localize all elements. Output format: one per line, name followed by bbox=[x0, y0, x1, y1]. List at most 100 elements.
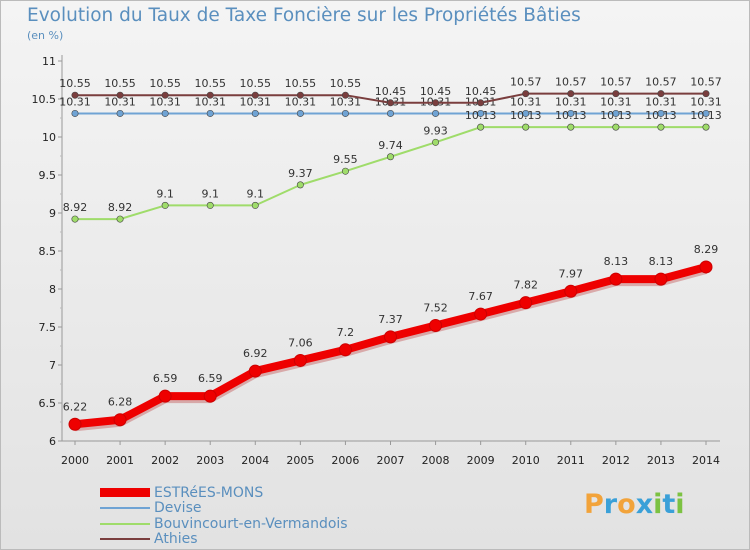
data-label: 10.31 bbox=[330, 95, 362, 108]
data-label: 9.1 bbox=[156, 187, 174, 200]
data-point bbox=[699, 260, 713, 274]
logo-letter: i bbox=[653, 489, 663, 520]
x-tick-label: 2005 bbox=[286, 454, 314, 467]
data-label: 9.1 bbox=[247, 187, 265, 200]
data-label: 10.31 bbox=[104, 95, 136, 108]
legend-label: ESTRéES-MONS bbox=[154, 484, 264, 501]
data-label: 10.57 bbox=[510, 76, 542, 89]
data-point bbox=[293, 353, 307, 367]
data-label: 10.13 bbox=[510, 109, 542, 122]
data-point bbox=[68, 417, 82, 431]
data-label: 9.1 bbox=[201, 187, 219, 200]
data-label: 7.82 bbox=[513, 279, 538, 292]
x-tick-label: 2000 bbox=[61, 454, 89, 467]
y-tick-label: 8 bbox=[49, 283, 56, 296]
data-label: 10.45 bbox=[465, 85, 497, 98]
data-label: 10.57 bbox=[600, 76, 632, 89]
x-tick-label: 2003 bbox=[196, 454, 224, 467]
data-label: 10.31 bbox=[59, 95, 91, 108]
data-point bbox=[116, 109, 124, 117]
logo-letter: t bbox=[662, 489, 676, 520]
data-point bbox=[113, 413, 127, 427]
data-label: 9.74 bbox=[378, 139, 403, 152]
data-point bbox=[296, 109, 304, 117]
data-label: 10.55 bbox=[149, 77, 181, 90]
y-tick-label: 6.5 bbox=[39, 397, 57, 410]
data-label: 10.55 bbox=[194, 77, 226, 90]
data-point bbox=[432, 109, 440, 117]
data-label: 6.28 bbox=[108, 396, 133, 409]
data-point bbox=[612, 109, 620, 117]
y-tick-label: 11 bbox=[42, 55, 56, 68]
data-point bbox=[612, 123, 620, 131]
data-point bbox=[203, 389, 217, 403]
data-label: 10.13 bbox=[645, 109, 677, 122]
legend-item: Athies bbox=[100, 531, 198, 547]
data-point bbox=[477, 109, 485, 117]
logo-letter: P bbox=[584, 489, 604, 520]
data-point bbox=[341, 91, 349, 99]
data-label: 7.06 bbox=[288, 336, 313, 349]
y-tick-label: 9 bbox=[49, 207, 56, 220]
logo-letter: i bbox=[675, 489, 685, 520]
logo-letter: r bbox=[603, 489, 618, 520]
data-label: 10.31 bbox=[690, 95, 722, 108]
data-point bbox=[657, 90, 665, 98]
data-label: 7.52 bbox=[423, 301, 448, 314]
data-point bbox=[206, 109, 214, 117]
x-tick-label: 2009 bbox=[467, 454, 495, 467]
data-point bbox=[702, 109, 710, 117]
data-point bbox=[341, 109, 349, 117]
y-tick-label: 6 bbox=[49, 435, 56, 448]
legend-swatch bbox=[100, 522, 150, 525]
series-shadow-line bbox=[74, 266, 708, 432]
x-tick-label: 2013 bbox=[647, 454, 675, 467]
x-tick-label: 2004 bbox=[241, 454, 269, 467]
data-point bbox=[657, 109, 665, 117]
data-label: 6.59 bbox=[153, 372, 178, 385]
data-point bbox=[116, 91, 124, 99]
data-label: 7.67 bbox=[468, 290, 493, 303]
data-point bbox=[206, 91, 214, 99]
data-point bbox=[248, 364, 262, 378]
data-label: 10.31 bbox=[149, 95, 181, 108]
y-unit-label: (en %) bbox=[27, 29, 64, 42]
legend-item: Devise bbox=[100, 500, 202, 516]
x-tick-label: 2001 bbox=[106, 454, 134, 467]
data-point bbox=[296, 91, 304, 99]
x-tick-label: 2012 bbox=[602, 454, 630, 467]
data-label: 10.13 bbox=[600, 109, 632, 122]
data-label: 10.45 bbox=[420, 85, 452, 98]
data-label: 10.55 bbox=[285, 77, 317, 90]
data-point bbox=[161, 201, 169, 209]
data-point bbox=[567, 109, 575, 117]
x-tick-label: 2011 bbox=[557, 454, 585, 467]
data-label: 10.13 bbox=[690, 109, 722, 122]
data-point bbox=[657, 123, 665, 131]
data-point bbox=[654, 272, 668, 286]
data-label: 7.2 bbox=[337, 326, 355, 339]
data-point bbox=[251, 109, 259, 117]
data-label: 10.57 bbox=[690, 76, 722, 89]
legend-label: Devise bbox=[154, 500, 202, 516]
x-tick-label: 2007 bbox=[377, 454, 405, 467]
data-point bbox=[567, 90, 575, 98]
data-point bbox=[71, 109, 79, 117]
data-label: 7.37 bbox=[378, 313, 403, 326]
data-point bbox=[702, 123, 710, 131]
y-tick-label: 9.5 bbox=[39, 169, 57, 182]
data-point bbox=[519, 296, 533, 310]
legend-item: ESTRéES-MONS bbox=[100, 484, 264, 501]
data-point bbox=[71, 215, 79, 223]
legend-swatch bbox=[100, 488, 150, 497]
data-label: 10.55 bbox=[104, 77, 136, 90]
legend-label: Athies bbox=[154, 531, 198, 547]
legend-swatch bbox=[100, 538, 150, 540]
data-label: 8.92 bbox=[63, 201, 88, 214]
data-label: 10.31 bbox=[510, 95, 542, 108]
data-label: 6.22 bbox=[63, 400, 88, 413]
y-tick-label: 8.5 bbox=[39, 245, 57, 258]
data-point bbox=[522, 90, 530, 98]
chart-title: Evolution du Taux de Taxe Foncière sur l… bbox=[27, 5, 581, 26]
